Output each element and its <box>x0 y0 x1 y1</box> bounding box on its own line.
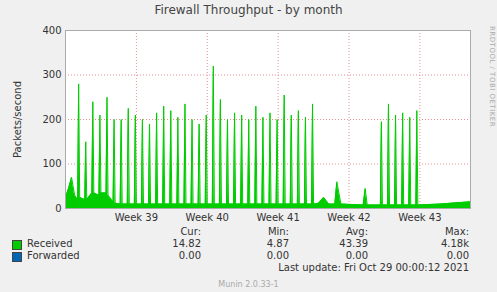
html-text:0.00: 0.00 <box>345 250 368 261</box>
svg-text:Week 41: Week 41 <box>256 212 299 223</box>
html-text:Forwarded: Forwarded <box>27 250 80 261</box>
svg-text:200: 200 <box>42 114 61 125</box>
svg-text:100: 100 <box>42 158 61 169</box>
html-text:4.87: 4.87 <box>266 238 289 249</box>
svg-text:Packets/second: Packets/second <box>12 81 23 158</box>
html-text:Cur:: Cur: <box>180 226 201 237</box>
svg-text:Week 43: Week 43 <box>398 212 441 223</box>
svg-text:Week 42: Week 42 <box>327 212 370 223</box>
html-text:Last update: Fri Oct 29 00:00:: Last update: Fri Oct 29 00:00:12 2021 <box>278 262 469 273</box>
html-text:0.00: 0.00 <box>446 250 469 261</box>
html-text:14.82: 14.82 <box>172 238 201 249</box>
html-text:Min:: Min: <box>267 226 289 237</box>
html-text:Max:: Max: <box>445 226 469 237</box>
html-text:4.18k: 4.18k <box>440 238 469 249</box>
svg-text:400: 400 <box>42 25 61 36</box>
html-text:43.39: 43.39 <box>339 238 368 249</box>
html-text:0.00: 0.00 <box>266 250 289 261</box>
svg-text:0: 0 <box>55 203 61 214</box>
html-text:Received: Received <box>27 238 73 249</box>
html-text:Munin 2.0.33-1: Munin 2.0.33-1 <box>218 280 279 289</box>
svg-text:300: 300 <box>42 69 61 80</box>
svg-text:Week 40: Week 40 <box>186 212 229 223</box>
svg-text:Week 39: Week 39 <box>115 212 158 223</box>
html-text:Avg:: Avg: <box>346 226 368 237</box>
html-text:Firewall Throughput - by month: Firewall Throughput - by month <box>154 3 343 17</box>
html-text:0.00: 0.00 <box>178 250 201 261</box>
html-text:RRDTOOL / TOBI OETIKER: RRDTOOL / TOBI OETIKER <box>488 26 496 128</box>
